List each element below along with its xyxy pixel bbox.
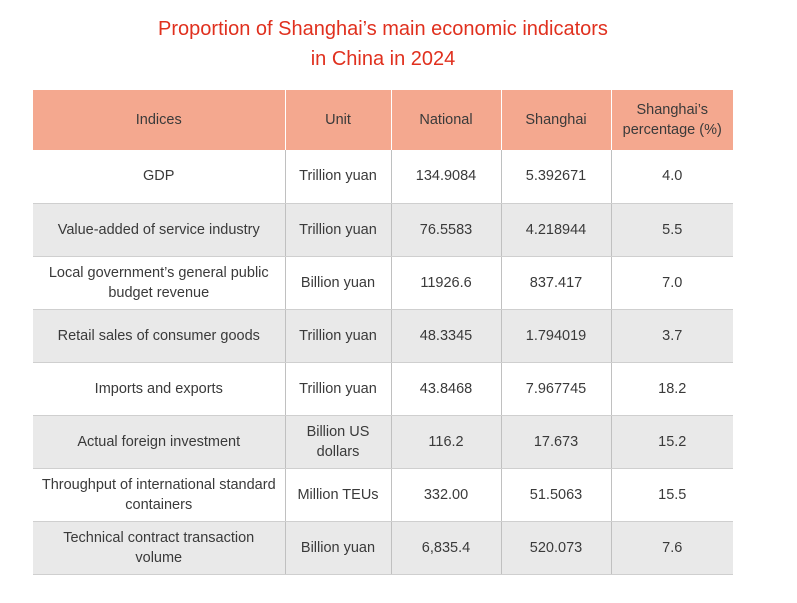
cell-shanghai: 837.417 (500, 256, 611, 310)
indicator-table: Indices Unit National Shanghai Shanghai’… (33, 90, 733, 575)
cell-percentage: 3.7 (610, 309, 733, 363)
cell-unit: Billion yuan (284, 256, 391, 310)
cell-percentage: 18.2 (610, 362, 733, 416)
cell-percentage: 4.0 (610, 150, 733, 204)
cell-shanghai: 4.218944 (500, 203, 611, 257)
cell-national: 43.8468 (390, 362, 501, 416)
cell-national: 134.9084 (390, 150, 501, 204)
table-row: Technical contract transaction volume Bi… (33, 521, 733, 575)
table-row: GDP Trillion yuan 134.9084 5.392671 4.0 (33, 150, 733, 204)
table-row: Throughput of international standard con… (33, 468, 733, 522)
header-national: National (390, 90, 501, 150)
table-row: Imports and exports Trillion yuan 43.846… (33, 362, 733, 416)
table-row: Retail sales of consumer goods Trillion … (33, 309, 733, 363)
cell-national: 76.5583 (390, 203, 501, 257)
cell-percentage: 5.5 (610, 203, 733, 257)
table-row: Actual foreign investment Billion US dol… (33, 415, 733, 469)
table-row: Local government’s general public budget… (33, 256, 733, 310)
cell-unit: Million TEUs (284, 468, 391, 522)
cell-percentage: 7.6 (610, 521, 733, 575)
cell-unit: Billion yuan (284, 521, 391, 575)
cell-index: Actual foreign investment (33, 415, 285, 469)
cell-unit: Trillion yuan (284, 203, 391, 257)
cell-index: Retail sales of consumer goods (33, 309, 285, 363)
cell-shanghai: 520.073 (500, 521, 611, 575)
cell-unit: Trillion yuan (284, 362, 391, 416)
cell-unit: Trillion yuan (284, 150, 391, 204)
header-shanghai: Shanghai (500, 90, 611, 150)
cell-percentage: 7.0 (610, 256, 733, 310)
header-unit: Unit (284, 90, 391, 150)
cell-unit: Trillion yuan (284, 309, 391, 363)
cell-shanghai: 51.5063 (500, 468, 611, 522)
cell-index: Technical contract transaction volume (33, 521, 285, 575)
cell-index: Imports and exports (33, 362, 285, 416)
cell-national: 48.3345 (390, 309, 501, 363)
table-header-row: Indices Unit National Shanghai Shanghai’… (33, 90, 733, 150)
cell-percentage: 15.5 (610, 468, 733, 522)
cell-national: 116.2 (390, 415, 501, 469)
cell-index: Local government’s general public budget… (33, 256, 285, 310)
cell-national: 11926.6 (390, 256, 501, 310)
cell-index: Value-added of service industry (33, 203, 285, 257)
chart-title-line-2: in China in 2024 (310, 48, 456, 70)
cell-percentage: 15.2 (610, 415, 733, 469)
cell-national: 6,835.4 (390, 521, 501, 575)
table-row: Value-added of service industry Trillion… (33, 203, 733, 257)
chart-title: Proportion of Shanghai’s main economic i… (0, 14, 766, 74)
chart-title-line-1: Proportion of Shanghai’s main economic i… (158, 18, 608, 40)
cell-shanghai: 7.967745 (500, 362, 611, 416)
header-indices: Indices (33, 90, 285, 150)
cell-index: Throughput of international standard con… (33, 468, 285, 522)
cell-shanghai: 5.392671 (500, 150, 611, 204)
cell-shanghai: 17.673 (500, 415, 611, 469)
cell-index: GDP (33, 150, 285, 204)
cell-national: 332.00 (390, 468, 501, 522)
cell-shanghai: 1.794019 (500, 309, 611, 363)
header-percentage: Shanghai’s percentage (%) (610, 90, 733, 150)
cell-unit: Billion US dollars (284, 415, 391, 469)
